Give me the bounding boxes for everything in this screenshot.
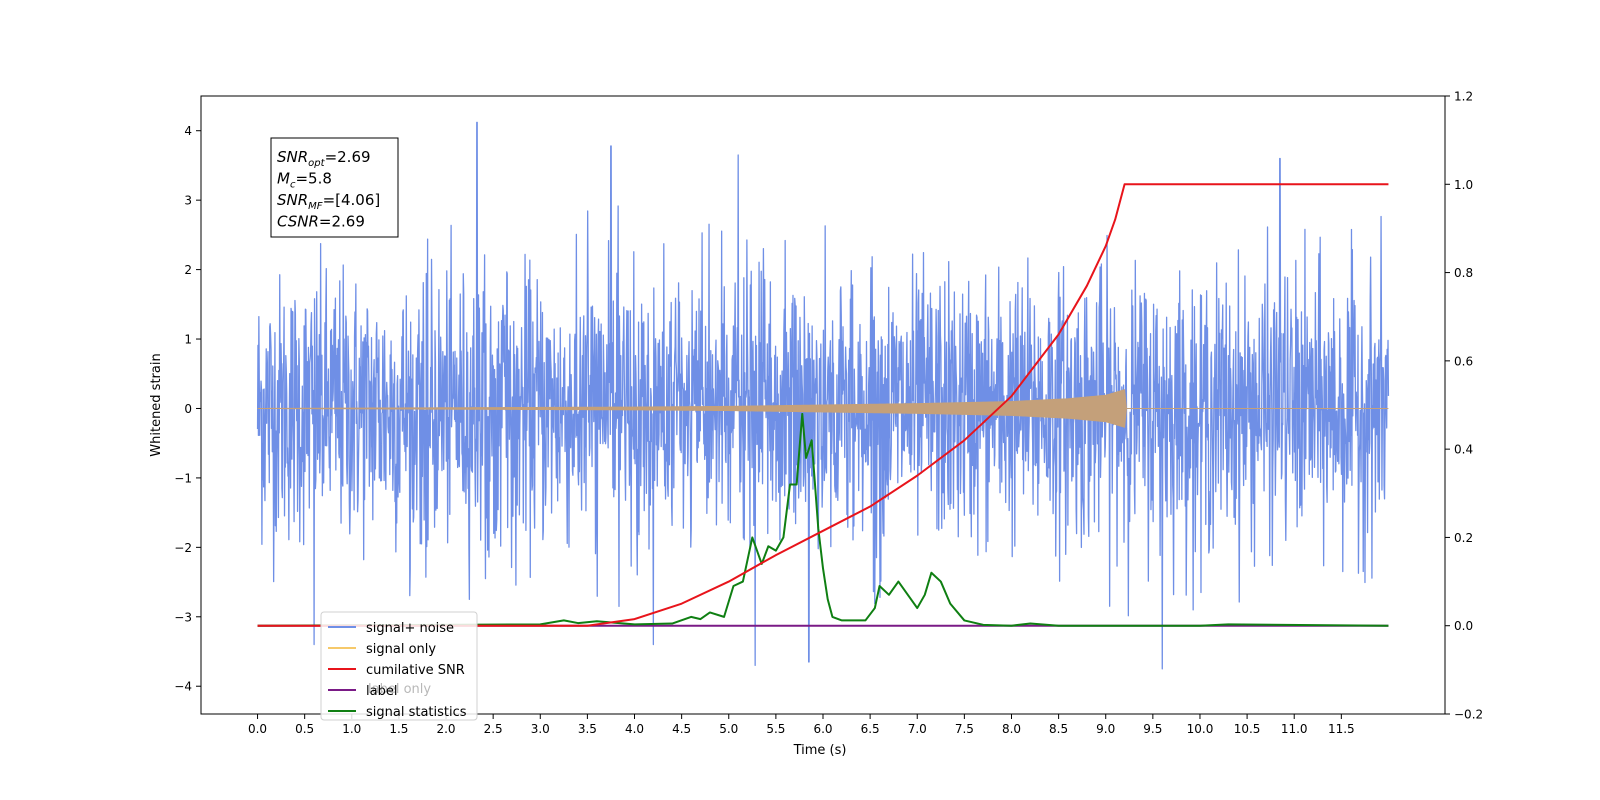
annotation-line: SNRopt=2.69 (277, 148, 371, 169)
annotation-subscript: MF (308, 201, 323, 212)
y-left-tick-label: −3 (174, 610, 192, 624)
x-tick-label: 6.5 (861, 722, 880, 736)
annotation-subscript: c (290, 180, 296, 191)
legend-signal-noise-text: signal+ noise (366, 621, 454, 636)
y-right-tick-label: 0.2 (1454, 531, 1473, 545)
x-tick-label: 0.0 (248, 722, 267, 736)
x-tick-label: 6.0 (813, 722, 832, 736)
annotation-value: =[4.06] (323, 191, 381, 209)
annotation-symbol: SNR (277, 148, 308, 166)
annotation-value: =5.8 (295, 170, 331, 188)
series-cumulative-snr (257, 183, 1389, 627)
x-tick-label: 11.5 (1328, 722, 1355, 736)
x-tick-label: 1.5 (389, 722, 408, 736)
y-left-tick-label: −4 (174, 680, 192, 694)
y-right-tick-label: 0.4 (1454, 443, 1473, 457)
x-tick-label: 7.5 (955, 722, 974, 736)
y-right-tick-label: 1.0 (1454, 178, 1473, 192)
x-tick-label: 9.0 (1096, 722, 1115, 736)
annotation-line: Mc=5.8 (277, 170, 332, 191)
y-left-tick-label: 4 (184, 124, 192, 138)
legend-label-text: label (366, 684, 397, 699)
y-axis-right: 1.2 1.0 0.8 0.6 0.4 0.2 0.0 −0.2 (1445, 90, 1483, 722)
annotation-symbol: CSNR (277, 213, 319, 231)
legend-signal-statistics-text: signal statistics (366, 705, 467, 720)
x-tick-label: 0.5 (295, 722, 314, 736)
y-left-tick-label: −2 (174, 541, 192, 555)
legend-cumulative-snr-text: cumilative SNR (366, 663, 465, 678)
y-right-tick-label: 0.8 (1454, 266, 1473, 280)
y-axis-label: Whitened strain (149, 353, 164, 456)
annotation-line: SNRMF=[4.06] (277, 191, 380, 212)
annotation-value: =2.69 (325, 148, 371, 166)
series-signal-noise (256, 121, 1390, 670)
annotation-symbol: M (277, 170, 290, 188)
annotation-value: =2.69 (319, 213, 365, 231)
annotation-symbol: SNR (277, 191, 308, 209)
x-tick-label: 3.5 (578, 722, 597, 736)
x-tick-label: 8.5 (1049, 722, 1068, 736)
x-axis-label: Time (s) (793, 743, 847, 758)
y-right-tick-label: −0.2 (1454, 708, 1483, 722)
annotation-line: CSNR=2.69 (277, 213, 365, 231)
x-tick-label: 4.0 (625, 722, 644, 736)
y-left-tick-label: 2 (184, 263, 192, 277)
x-tick-label: 2.5 (484, 722, 503, 736)
y-left-tick-label: 3 (184, 194, 192, 208)
legend-frame (320, 611, 478, 721)
y-left-tick-label: 0 (184, 402, 192, 416)
x-tick-label: 5.0 (719, 722, 738, 736)
y-axis-left: 4 3 2 1 0 −1 −2 −3 −4 (174, 124, 201, 694)
x-tick-label: 11.0 (1281, 722, 1308, 736)
y-right-tick-label: 0.0 (1454, 619, 1473, 633)
y-left-tick-label: 1 (184, 333, 192, 347)
series-signal-statistics (257, 412, 1389, 627)
x-axis: 0.0 0.5 1.0 1.5 2.0 2.5 3.0 3.5 4.0 4.5 5.0 5.5 6.0 6… (248, 714, 1355, 736)
annotation-frame (270, 137, 399, 238)
legend-overlap-text: label only (368, 682, 431, 697)
x-tick-label: 9.5 (1143, 722, 1162, 736)
annotation-subscript: opt (308, 158, 325, 169)
y-left-tick-label: −1 (174, 471, 192, 485)
series-signal-only (257, 389, 1389, 428)
x-tick-label: 3.0 (531, 722, 550, 736)
x-tick-label: 8.0 (1002, 722, 1021, 736)
x-tick-label: 4.5 (672, 722, 691, 736)
x-tick-label: 10.0 (1187, 722, 1214, 736)
y-right-tick-label: 0.6 (1454, 354, 1473, 368)
x-tick-label: 2.0 (436, 722, 455, 736)
series-layer (256, 121, 1390, 670)
legend-signal-only-text: signal only (366, 642, 436, 657)
x-tick-label: 1.0 (342, 722, 361, 736)
x-tick-label: 5.5 (766, 722, 785, 736)
x-tick-label: 7.0 (908, 722, 927, 736)
x-tick-label: 10.5 (1234, 722, 1261, 736)
y-right-tick-label: 1.2 (1454, 90, 1473, 104)
legend: label only signal+ noise signal only cumila… (320, 611, 478, 721)
